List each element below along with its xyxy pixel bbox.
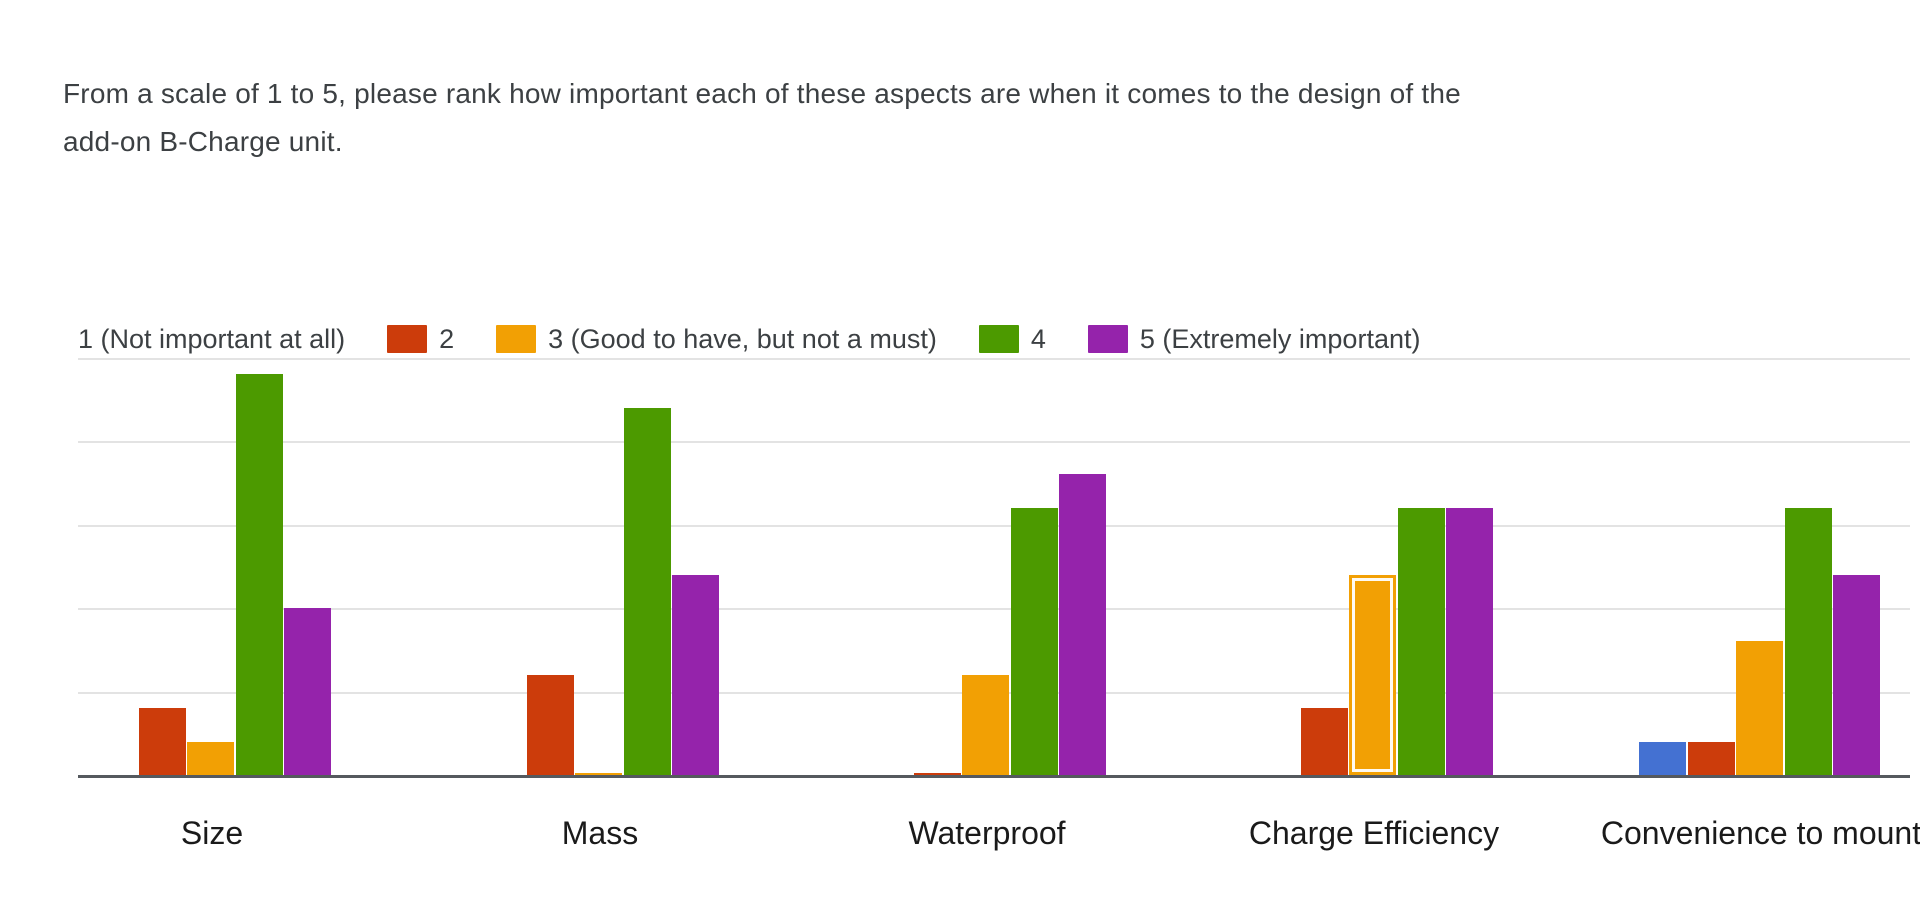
legend-label: 1 (Not important at all): [78, 323, 346, 354]
legend-item-2: 2: [387, 324, 454, 355]
legend-swatch-3-good-to-have-but-not-a-must: [496, 325, 537, 353]
legend-label: 4: [1030, 323, 1046, 354]
bar-convenience-to-mount-rating-3[interactable]: [1736, 641, 1783, 775]
question-title: From a scale of 1 to 5, please rank how …: [63, 78, 1461, 157]
legend-label: 5 (Extremely important): [1139, 323, 1421, 354]
legend-swatch-2: [387, 325, 428, 353]
legend-label: 2: [439, 323, 455, 354]
x-axis-line: [78, 775, 1910, 778]
category-label-mass: Mass: [561, 815, 639, 851]
bar-waterproof-rating-4[interactable]: [1011, 508, 1058, 775]
bar-mass-rating-5[interactable]: [672, 575, 719, 775]
bar-size-rating-2[interactable]: [139, 708, 186, 775]
bar-waterproof-rating-3[interactable]: [962, 675, 1009, 775]
gridline-5: [78, 608, 1910, 610]
legend-swatch-4: [978, 325, 1019, 353]
bar-convenience-to-mount-rating-4[interactable]: [1785, 508, 1832, 775]
bar-size-rating-5[interactable]: [284, 608, 331, 775]
bar-convenience-to-mount-rating-5[interactable]: [1833, 575, 1880, 775]
bar-waterproof-rating-5[interactable]: [1059, 474, 1106, 775]
bar-charge-efficiency-rating-4[interactable]: [1398, 508, 1445, 775]
legend-item-3-good-to-have-but-not-a-must: 3 (Good to have, but not a must): [496, 324, 937, 355]
bar-size-rating-4[interactable]: [236, 374, 283, 775]
legend-swatch-5-extremely-important: [1087, 325, 1128, 353]
chart-legend: 1 (Not important at all) 2 3 (Good to have…: [78, 322, 1420, 356]
bar-waterproof-rating-2[interactable]: [914, 773, 961, 775]
bar-convenience-to-mount-rating-2[interactable]: [1688, 742, 1735, 775]
bar-hover-highlight: [1352, 578, 1393, 772]
bar-convenience-to-mount-rating-1[interactable]: [1639, 742, 1686, 775]
bar-mass-rating-4[interactable]: [624, 408, 671, 775]
bar-charge-efficiency-rating-3[interactable]: [1349, 575, 1396, 775]
category-label-size: Size: [180, 815, 244, 851]
bar-size-rating-3[interactable]: [187, 742, 234, 775]
gridline-7.5: [78, 524, 1910, 527]
gridline-12.5: [78, 357, 1910, 360]
bar-mass-rating-2[interactable]: [527, 675, 574, 775]
legend-label: 3 (Good to have, but not a must): [548, 323, 937, 354]
category-label-waterproof: Waterproof: [908, 815, 1066, 851]
bar-charge-efficiency-rating-2[interactable]: [1301, 708, 1348, 775]
gridline-10: [78, 441, 1910, 443]
category-label-convenience-to-mount: Convenience to mount: [1600, 815, 1920, 851]
category-label-charge-efficiency: Charge Efficiency: [1248, 815, 1500, 851]
legend-item-1-not-important-at-all: 1 (Not important at all): [78, 324, 345, 355]
bar-charge-efficiency-rating-5[interactable]: [1446, 508, 1493, 775]
bar-mass-rating-3[interactable]: [575, 773, 622, 775]
legend-item-4: 4: [978, 323, 1046, 355]
legend-item-5-extremely-important: 5 (Extremely important): [1087, 323, 1421, 355]
